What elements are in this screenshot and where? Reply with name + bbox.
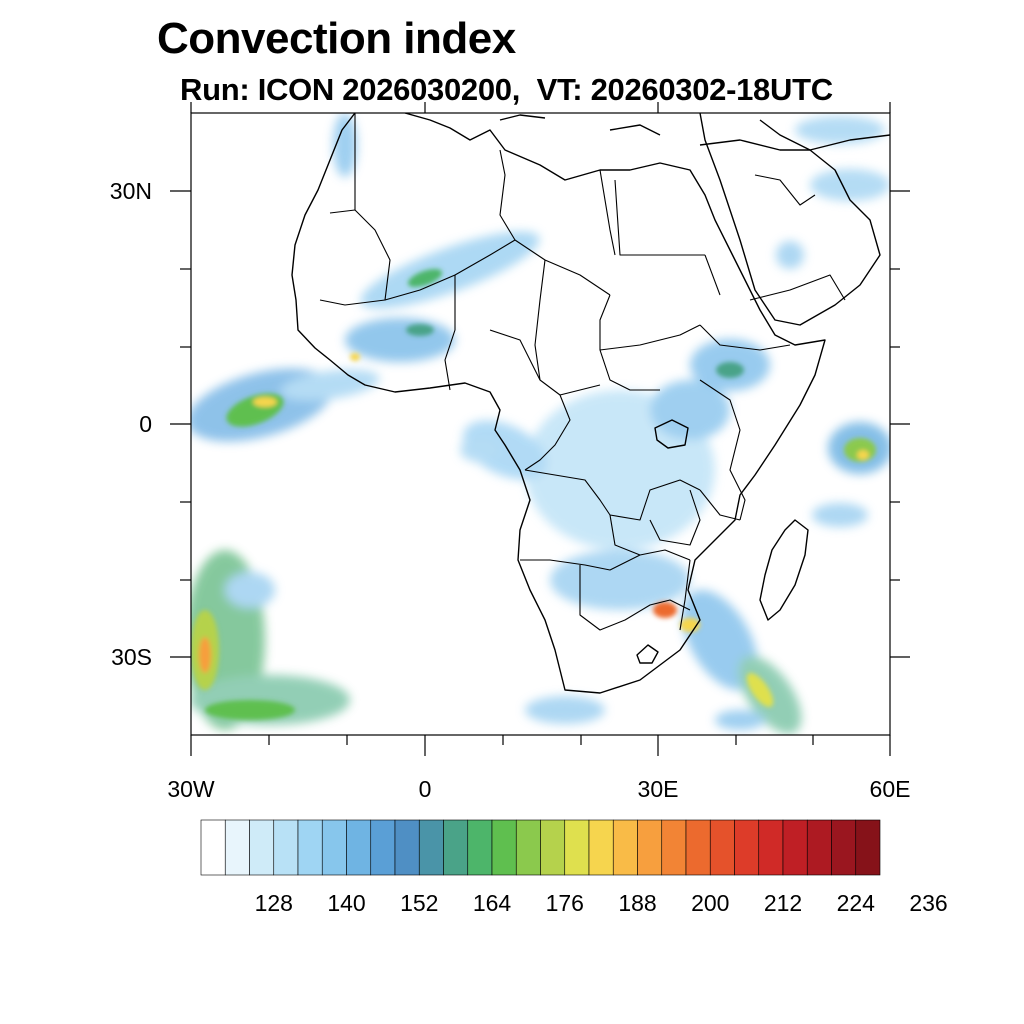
colorbar-swatch	[782, 819, 808, 876]
colorbar-swatch	[540, 819, 566, 876]
colorbar-swatch	[831, 819, 857, 876]
colorbar-swatch	[588, 819, 614, 876]
colorbar-swatch	[709, 819, 735, 876]
colorbar-label: 236	[909, 890, 947, 916]
colorbar-label: 188	[618, 890, 656, 916]
colorbar-swatch	[515, 819, 541, 876]
colorbar-swatch	[321, 819, 347, 876]
colorbar-swatch	[734, 819, 760, 876]
colorbar-labels: 128 140 152 164 176 188 200 212 224 236	[255, 890, 948, 916]
colorbar-label: 200	[691, 890, 729, 916]
lon-label-60e: 60E	[870, 776, 911, 802]
colorbar-swatch	[418, 819, 444, 876]
chart-title: Convection index	[157, 14, 516, 63]
colorbar-swatch	[370, 819, 396, 876]
colorbar-swatch	[758, 819, 784, 876]
lat-label-0: 0	[139, 411, 152, 437]
colorbar-swatch	[346, 819, 372, 876]
colorbar-swatch	[564, 819, 590, 876]
coastlines	[291, 113, 890, 694]
colorbar-label: 140	[327, 890, 365, 916]
colorbar-swatch	[249, 819, 275, 876]
colorbar-label: 224	[837, 890, 876, 916]
colorbar-label: 176	[546, 890, 584, 916]
colorbar-swatch	[661, 819, 687, 876]
country-borders	[319, 113, 846, 631]
colorbar-swatch	[200, 819, 226, 876]
colorbar-swatch	[685, 819, 711, 876]
axis-ticks	[170, 102, 910, 756]
colorbar-swatch	[806, 819, 832, 876]
colorbar-swatch	[443, 819, 469, 876]
colorbar-swatch	[224, 819, 250, 876]
colorbar-swatch	[637, 819, 663, 876]
colorbar-label: 212	[764, 890, 802, 916]
colorbar-swatch	[467, 819, 493, 876]
lat-label-30n: 30N	[110, 178, 152, 204]
convection-field	[191, 113, 890, 734]
lon-label-0: 0	[419, 776, 432, 802]
colorbar-label: 164	[473, 890, 512, 916]
colorbar-swatch	[394, 819, 420, 876]
colorbar-swatch	[273, 819, 299, 876]
colorbar-swatch	[612, 819, 638, 876]
colorbar-label: 128	[255, 890, 293, 916]
colorbar-swatch	[855, 819, 881, 876]
lon-label-30w: 30W	[167, 776, 215, 802]
colorbar	[200, 819, 881, 876]
lat-label-30s: 30S	[111, 644, 152, 670]
lon-label-30e: 30E	[638, 776, 679, 802]
colorbar-swatch	[491, 819, 517, 876]
colorbar-swatch	[297, 819, 323, 876]
colorbar-label: 152	[400, 890, 438, 916]
chart-subtitle: Run: ICON 2026030200, VT: 20260302-18UTC	[180, 72, 833, 107]
